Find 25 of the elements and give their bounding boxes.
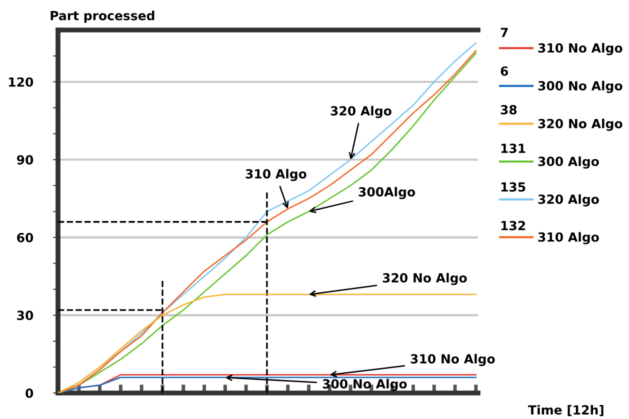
x-axis-title: Time [12h] [528, 404, 604, 416]
legend-label: 320 Algo [538, 194, 599, 206]
legend-label: 300 Algo [538, 156, 599, 169]
text: 135 [501, 182, 526, 192]
y-tick-label: 60 [17, 232, 34, 242]
y-tick-label: 30 [17, 310, 34, 320]
y-axis-title: Part processed [50, 10, 154, 23]
legend-label: 310 Algo [538, 232, 599, 244]
legend-label: 310 No Algo [538, 43, 622, 56]
text: 131 [501, 144, 526, 154]
annotation: 320 No Algo [382, 272, 467, 286]
annotation: 310 No Algo [410, 354, 495, 366]
text: 38 [500, 105, 517, 114]
y-tick-label: 0 [26, 388, 34, 398]
text: 132 [501, 220, 526, 230]
text: 6 [500, 66, 508, 76]
annotation: 300 No Algo [322, 378, 407, 392]
text: 7 [500, 28, 508, 38]
legend-label: 300 No Algo [538, 80, 622, 94]
y-tick-label: 120 [9, 77, 34, 87]
annotation: 320 Algo [330, 106, 392, 118]
annotation: 300Algo [358, 186, 416, 200]
legend-label: 320 No Algo [538, 118, 622, 131]
y-tick-label: 90 [16, 155, 34, 165]
annotation: 310 Algo [246, 168, 306, 182]
